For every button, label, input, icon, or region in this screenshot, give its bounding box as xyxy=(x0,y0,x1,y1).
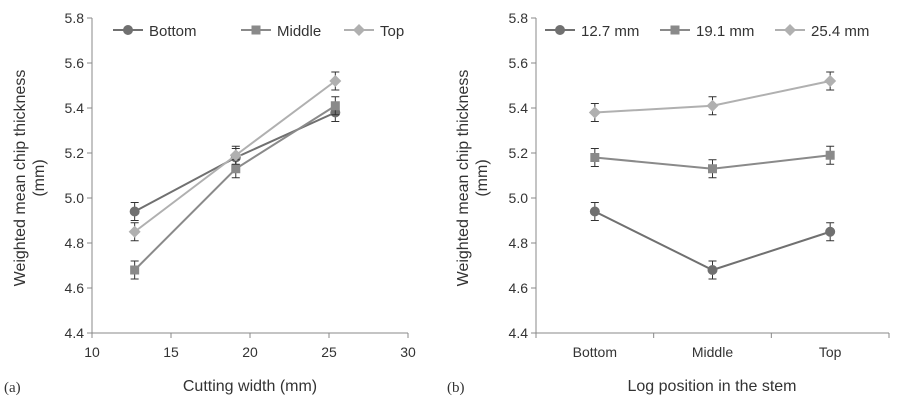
data-point xyxy=(706,99,719,112)
y-tick-label: 5.8 xyxy=(509,10,529,26)
y-axis-title-line2: (mm) xyxy=(31,159,48,196)
legend: 12.7 mm 19.1 mm 25.4 mm xyxy=(545,23,869,40)
legend-marker xyxy=(251,25,261,35)
data-point xyxy=(708,164,717,174)
y-tick-label: 5.4 xyxy=(65,100,85,116)
y-tick-label: 4.6 xyxy=(65,280,85,296)
series-25-4-mm xyxy=(588,71,837,122)
series-line xyxy=(133,104,336,271)
data-point xyxy=(824,75,837,87)
panel-label: (a) xyxy=(4,380,21,396)
x-tick-label: 25 xyxy=(321,344,337,360)
y-tick-label: 5.8 xyxy=(65,10,85,26)
data-point xyxy=(129,206,140,217)
legend-label: Middle xyxy=(277,23,321,40)
data-point xyxy=(330,101,340,111)
series-middle xyxy=(130,96,340,280)
y-tick-label: 5.0 xyxy=(509,190,529,206)
legend-marker xyxy=(784,24,796,36)
x-tick-label: Top xyxy=(819,344,842,360)
legend-marker xyxy=(123,25,133,35)
legend-label: 12.7 mm xyxy=(581,23,639,40)
series-bottom xyxy=(129,103,341,221)
y-tick-label: 5.2 xyxy=(65,145,85,161)
data-point xyxy=(231,164,241,174)
legend-label: 19.1 mm xyxy=(696,23,754,40)
legend-marker xyxy=(353,24,365,36)
y-tick-label: 5.2 xyxy=(509,145,529,161)
series-top xyxy=(128,71,342,242)
data-point xyxy=(229,149,242,162)
data-point xyxy=(128,225,141,238)
y-tick-label: 4.4 xyxy=(509,325,529,341)
chart-panel-a: 4.4 4.6 4.8 5.0 5.2 5.4 5.6 5.8 10 15 20 25 30 Cutt… xyxy=(4,10,416,396)
legend-label: 25.4 mm xyxy=(811,23,869,40)
data-point xyxy=(589,206,600,217)
y-tick-label: 5.6 xyxy=(65,55,85,71)
x-tick-label: 10 xyxy=(84,344,100,360)
y-tick-label: 5.4 xyxy=(509,100,529,116)
y-tick-label: 4.6 xyxy=(509,280,529,296)
y-tick-label: 5.6 xyxy=(509,55,529,71)
data-point xyxy=(329,75,342,87)
data-point xyxy=(588,106,601,119)
y-axis-title-line1: Weighted mean chip thickness xyxy=(12,70,29,287)
x-tick-label: 30 xyxy=(400,344,416,360)
data-point xyxy=(707,265,718,275)
x-tick-label: Bottom xyxy=(573,344,617,360)
data-point xyxy=(825,150,835,160)
y-tick-label: 4.4 xyxy=(65,325,85,341)
chart-panel-b: 4.4 4.6 4.8 5.0 5.2 5.4 5.6 5.8 Bottom Middle Top… xyxy=(447,10,890,396)
y-tick-label: 4.8 xyxy=(65,235,85,251)
y-tick-label: 4.8 xyxy=(509,235,529,251)
data-point xyxy=(130,265,140,275)
data-point xyxy=(590,153,600,162)
legend-marker xyxy=(670,25,680,35)
series-19-1-mm xyxy=(590,145,835,179)
panel-label: (b) xyxy=(447,380,465,396)
legend-label: Bottom xyxy=(149,23,197,40)
series-12-7-mm xyxy=(589,202,836,280)
y-axis-title-line2: (mm) xyxy=(474,159,491,196)
x-tick-label: 15 xyxy=(163,344,179,360)
legend: Bottom Middle Top xyxy=(113,23,404,40)
x-tick-label: 20 xyxy=(242,344,258,360)
legend-marker xyxy=(555,25,565,35)
x-axis-title: Cutting width (mm) xyxy=(183,378,317,395)
x-tick-label: Middle xyxy=(692,344,733,360)
legend-label: Top xyxy=(380,23,404,40)
data-point xyxy=(825,226,836,237)
y-axis-title-line1: Weighted mean chip thickness xyxy=(455,70,472,287)
x-axis-title: Log position in the stem xyxy=(628,378,797,395)
y-tick-label: 5.0 xyxy=(65,190,85,206)
